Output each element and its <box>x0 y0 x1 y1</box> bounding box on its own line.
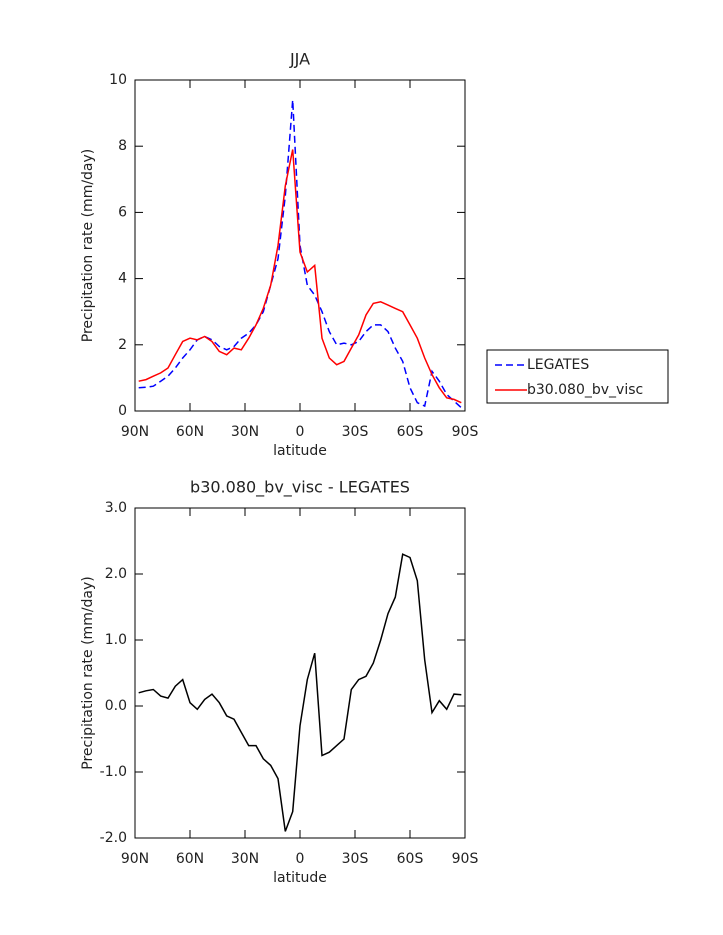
x-tick-label: 60S <box>397 424 424 440</box>
x-tick-label: 0 <box>296 851 305 867</box>
y-tick-label: 8 <box>118 138 127 154</box>
series-line <box>138 99 462 409</box>
y-tick-label: 4 <box>118 271 127 287</box>
x-tick-label: 90N <box>121 424 149 440</box>
x-tick-label: 30N <box>231 424 259 440</box>
x-tick-label: 60N <box>176 424 204 440</box>
y-tick-label: 10 <box>109 72 127 88</box>
x-tick-label: 30N <box>231 851 259 867</box>
x-tick-label: 30S <box>342 851 369 867</box>
x-tick-label: 30S <box>342 424 369 440</box>
plot-frame <box>134 507 466 839</box>
chart-title: JJA <box>289 50 310 69</box>
y-tick-label: 0.0 <box>105 698 127 714</box>
x-tick-label: 90N <box>121 851 149 867</box>
x-tick-label: 90S <box>452 424 479 440</box>
y-tick-label: 1.0 <box>105 632 127 648</box>
y-tick-label: 0 <box>118 403 127 419</box>
legend-label: LEGATES <box>527 357 589 373</box>
x-axis-label: latitude <box>273 870 327 886</box>
y-axis-label: Precipitation rate (mm/day) <box>80 149 96 343</box>
x-tick-label: 90S <box>452 851 479 867</box>
x-tick-label: 60S <box>397 851 424 867</box>
series-line <box>138 553 462 832</box>
y-tick-label: 3.0 <box>105 500 127 516</box>
y-tick-label: 6 <box>118 204 127 220</box>
x-axis-label: latitude <box>273 443 327 459</box>
chart-title: b30.080_bv_visc - LEGATES <box>190 478 410 498</box>
y-tick-label: -1.0 <box>100 764 127 780</box>
legend-label: b30.080_bv_visc <box>527 382 643 398</box>
x-tick-label: 0 <box>296 424 305 440</box>
y-tick-label: 2 <box>118 337 127 353</box>
series-line <box>138 149 462 404</box>
legend-box <box>486 349 669 404</box>
y-tick-label: 2.0 <box>105 566 127 582</box>
y-axis-label: Precipitation rate (mm/day) <box>80 576 96 770</box>
y-tick-label: -2.0 <box>100 830 127 846</box>
x-tick-label: 60N <box>176 851 204 867</box>
